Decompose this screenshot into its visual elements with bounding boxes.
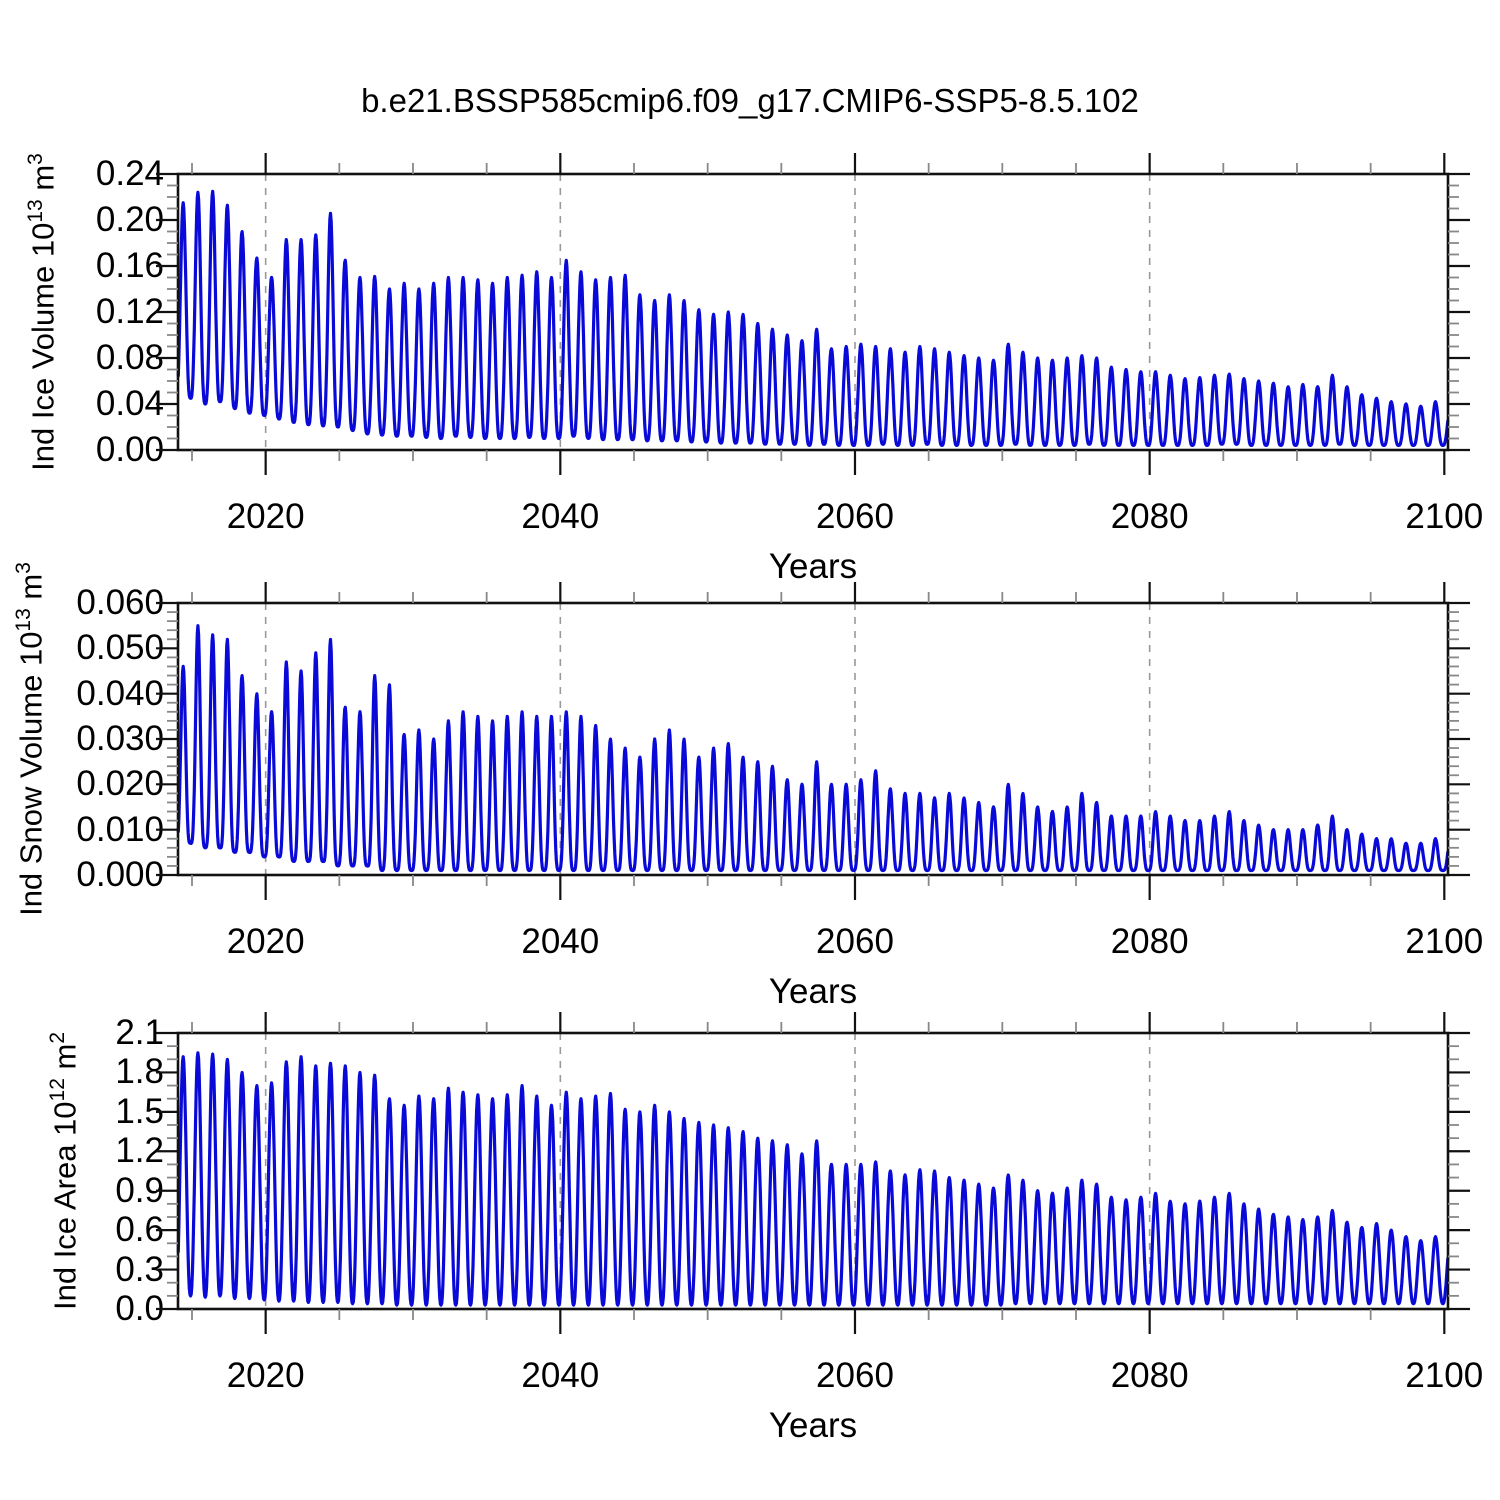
- y-tick-label: 0.060: [76, 583, 164, 622]
- x-tick-label: 2040: [521, 922, 600, 961]
- x-tick-label: 2080: [1110, 1356, 1189, 1395]
- x-tick-label: 2020: [226, 1356, 305, 1395]
- x-tick-label: 2060: [816, 1356, 894, 1395]
- x-tick-label: 2100: [1405, 497, 1484, 536]
- y-tick-label: 0.000: [76, 855, 164, 894]
- x-tick-label: 2040: [521, 1356, 600, 1395]
- data-line-ice-volume: [176, 189, 1450, 447]
- x-tick-label: 2080: [1110, 922, 1189, 961]
- y-tick-label: 0.6: [115, 1210, 164, 1250]
- y-tick-label: 0.00: [95, 430, 164, 469]
- x-tick-label: 2060: [816, 497, 894, 536]
- y-tick-label: 1.8: [115, 1052, 164, 1092]
- x-tick-label: 2040: [521, 497, 600, 536]
- y-tick-label: 0.020: [76, 764, 164, 804]
- chart-canvas-snow-volume: [156, 582, 1470, 900]
- x-tick-label: 2020: [226, 497, 305, 536]
- y-tick-label: 0.24: [95, 154, 164, 193]
- y-tick-label: 1.2: [115, 1131, 164, 1171]
- y-tick-label: 2.1: [115, 1013, 164, 1052]
- y-tick-label: 0.12: [95, 292, 164, 331]
- y-tick-label: 0.030: [76, 719, 164, 758]
- y-tick-label: 0.08: [95, 338, 164, 377]
- chart-canvas-ice-volume: [156, 153, 1470, 475]
- plot-frame: [176, 1031, 1450, 1311]
- x-tick-label: 2100: [1405, 922, 1484, 961]
- y-tick-label: 0.0: [115, 1289, 164, 1328]
- plot-title: b.e21.BSSP585cmip6.f09_g17.CMIP6-SSP5-8.…: [361, 82, 1139, 119]
- y-tick-label: 0.3: [115, 1249, 164, 1289]
- y-tick-label: 0.20: [95, 200, 164, 239]
- y-tick-label: 0.04: [95, 384, 164, 423]
- x-axis-title: Years: [768, 1406, 858, 1445]
- x-tick-label: 2080: [1110, 497, 1189, 536]
- x-axis-title: Years: [768, 972, 858, 1011]
- y-tick-label: 0.9: [115, 1170, 164, 1210]
- x-tick-label: 2060: [816, 922, 894, 961]
- data-line-snow-volume: [176, 624, 1450, 873]
- y-tick-label: 0.010: [76, 809, 164, 849]
- y-tick-label: 1.5: [115, 1091, 164, 1131]
- y-tick-label: 0.16: [95, 246, 164, 285]
- chart-canvas-ice-area: [156, 1012, 1470, 1334]
- y-tick-label: 0.040: [76, 673, 164, 713]
- x-tick-label: 2020: [226, 922, 305, 961]
- data-line-ice-area: [176, 1051, 1450, 1307]
- x-tick-label: 2100: [1405, 1356, 1484, 1395]
- y-tick-label: 0.050: [76, 628, 164, 668]
- x-axis-title: Years: [768, 547, 858, 586]
